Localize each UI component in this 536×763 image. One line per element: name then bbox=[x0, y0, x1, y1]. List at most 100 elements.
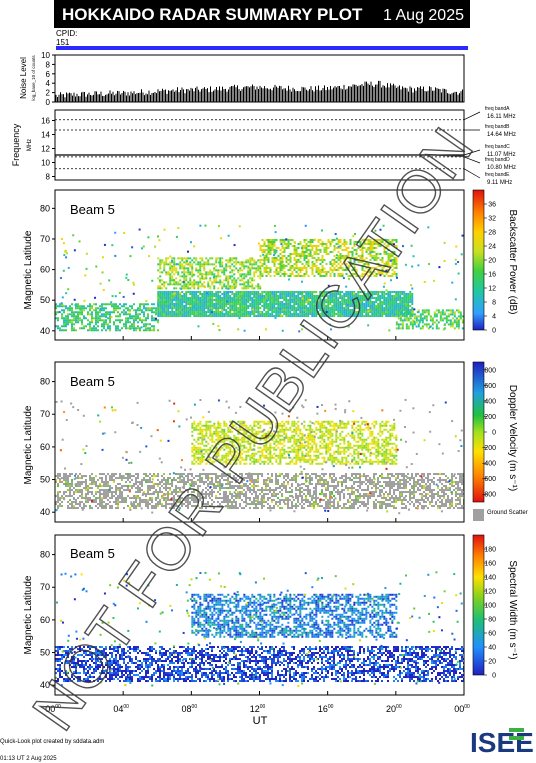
power-cell bbox=[357, 293, 360, 296]
power-cell bbox=[373, 274, 376, 277]
power-cell bbox=[289, 268, 292, 271]
vel-cell bbox=[133, 505, 135, 508]
vel-cell bbox=[153, 475, 155, 478]
vel-cell bbox=[135, 495, 137, 498]
power-cell bbox=[389, 293, 392, 296]
power-cell bbox=[207, 281, 210, 284]
power-cell bbox=[257, 297, 260, 300]
power-cell bbox=[65, 317, 67, 320]
power-cell bbox=[353, 297, 356, 300]
power-cell bbox=[255, 311, 258, 314]
power-cell bbox=[221, 307, 224, 310]
power-cell bbox=[95, 309, 97, 312]
power-cell bbox=[199, 313, 202, 316]
power-cell bbox=[159, 315, 162, 318]
vel-cell bbox=[157, 495, 159, 498]
power-cell bbox=[343, 309, 346, 312]
power-cell bbox=[297, 242, 300, 245]
vel-cell bbox=[67, 485, 69, 488]
power-cell bbox=[243, 267, 246, 270]
power-cell bbox=[277, 311, 280, 314]
power-cell bbox=[133, 325, 135, 328]
power-cell bbox=[267, 315, 270, 318]
power-cell bbox=[203, 315, 206, 318]
vel-cell bbox=[61, 505, 63, 508]
power-cell bbox=[355, 297, 358, 300]
power-cell bbox=[345, 307, 348, 310]
power-cell bbox=[387, 270, 390, 273]
power-cell bbox=[227, 285, 230, 288]
power-cell bbox=[209, 299, 212, 302]
power-cell bbox=[299, 268, 302, 271]
power-cell bbox=[187, 287, 190, 290]
vel-cell bbox=[211, 499, 213, 502]
power-cell bbox=[287, 313, 290, 316]
power-cell bbox=[237, 303, 240, 306]
power-cell bbox=[193, 261, 196, 264]
power-scatter-point bbox=[154, 245, 157, 248]
power-cell bbox=[253, 275, 256, 278]
power-cell bbox=[405, 297, 408, 300]
power-cell bbox=[399, 301, 402, 304]
power-cell bbox=[339, 313, 342, 316]
vel-cell bbox=[181, 473, 183, 476]
vel-cell bbox=[199, 481, 201, 484]
power-cell bbox=[269, 315, 272, 318]
power-cell bbox=[297, 315, 300, 318]
vel-cell bbox=[105, 493, 107, 496]
power-cell bbox=[73, 323, 75, 326]
power-cell bbox=[225, 311, 228, 314]
power-cell bbox=[267, 244, 270, 247]
power-cell bbox=[365, 262, 368, 265]
power-cell bbox=[457, 323, 460, 326]
power-cell bbox=[261, 250, 264, 253]
power-cell bbox=[305, 272, 308, 275]
power-cell bbox=[297, 313, 300, 316]
power-cell bbox=[147, 307, 149, 310]
power-cell bbox=[367, 242, 370, 245]
vel-cell bbox=[79, 483, 81, 486]
power-cell bbox=[347, 301, 350, 304]
power-cell bbox=[203, 263, 206, 266]
vel-cell bbox=[167, 479, 169, 482]
power-cell bbox=[203, 301, 206, 304]
power-cell bbox=[309, 252, 312, 255]
power-cell bbox=[259, 307, 262, 310]
vel-cell bbox=[127, 485, 129, 488]
power-scatter-point bbox=[370, 310, 373, 313]
power-cell bbox=[91, 307, 93, 310]
vel-cell bbox=[77, 483, 79, 486]
power-cell bbox=[233, 283, 236, 286]
power-cell bbox=[213, 273, 216, 276]
vel-cell bbox=[55, 495, 57, 498]
power-cell bbox=[229, 265, 232, 268]
power-cell bbox=[369, 258, 372, 261]
vel-cell bbox=[85, 483, 87, 486]
vel-cell bbox=[257, 477, 259, 480]
power-cell bbox=[119, 321, 121, 324]
power-cell bbox=[333, 246, 336, 249]
vel-cell bbox=[95, 491, 97, 494]
power-cell bbox=[225, 279, 228, 282]
power-cell bbox=[263, 307, 266, 310]
power-cell bbox=[123, 323, 125, 326]
power-cell bbox=[199, 265, 202, 268]
power-cell bbox=[71, 319, 73, 322]
power-cell bbox=[83, 325, 85, 328]
power-cell bbox=[307, 307, 310, 310]
power-cell bbox=[221, 297, 224, 300]
power-cell bbox=[219, 295, 222, 298]
power-cell bbox=[197, 301, 200, 304]
power-scatter-point bbox=[123, 231, 126, 234]
vel-cell bbox=[63, 479, 65, 482]
vel-cell bbox=[135, 491, 137, 494]
power-cell bbox=[377, 293, 380, 296]
power-cell bbox=[295, 291, 298, 294]
power-cell bbox=[359, 240, 362, 243]
vel-cell bbox=[157, 483, 159, 486]
vel-cell bbox=[93, 477, 95, 480]
power-cell bbox=[165, 311, 168, 314]
power-cell bbox=[191, 269, 194, 272]
power-cell bbox=[145, 319, 147, 322]
power-cell bbox=[217, 307, 220, 310]
